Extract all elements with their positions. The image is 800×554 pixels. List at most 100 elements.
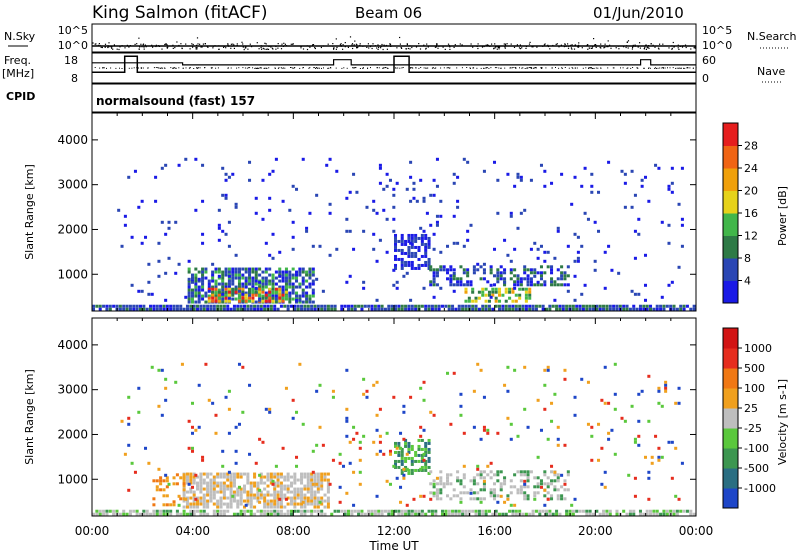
velocity-cell [160,368,164,372]
velocity-cell [555,512,559,516]
velocity-cell [496,500,500,504]
power-cell [509,211,513,215]
power-cell [492,247,497,251]
velocity-cell [214,413,218,417]
freq-point [263,67,265,69]
power-cell [234,267,238,271]
power-cell [348,229,352,233]
power-cell [489,295,493,299]
power-cell [142,304,146,308]
velocity-cell [459,482,463,486]
velocity-cell [556,437,560,441]
velocity-cell [249,496,253,500]
velocity-cell [159,488,163,492]
power-cell [303,307,307,311]
power-cell [378,238,382,242]
velocity-cell [313,472,317,476]
power-cell [427,266,431,270]
velocity-cell [370,509,374,513]
freq-point [157,67,159,68]
velocity-cell [232,512,236,516]
power-cell [432,178,436,182]
velocity-cell [419,434,423,438]
velocity-cell [613,392,617,396]
power-cell [580,184,584,188]
power-cell [680,244,684,248]
velocity-cell [95,509,99,513]
velocity-cell [420,453,424,457]
velocity-cell [227,407,231,411]
freq-point [678,67,680,69]
velocity-cell [372,383,376,387]
freq-point [561,67,563,69]
power-cell [487,299,491,303]
power-cell [603,286,607,290]
power-cell [655,304,659,308]
power-cell [227,244,231,248]
power-cell [645,304,649,308]
power-cell [630,205,634,209]
velocity-cell [417,468,421,472]
velocity-cell [523,407,527,411]
velocity-cell [296,502,300,506]
nsky-point [595,44,597,46]
velocity-cell [249,512,253,516]
nsky-point [519,44,521,46]
power-cell [499,265,503,269]
velocity-colorbar-tick-label: -25 [744,422,762,435]
power-cell [447,307,451,311]
power-cell [221,288,225,292]
velocity-cell [360,509,364,513]
power-cell [585,307,589,311]
power-cell [546,250,550,254]
power-cell [498,290,502,294]
power-cell [246,307,250,311]
velocity-cell [345,368,349,372]
velocity-cell [496,479,500,483]
power-cell [248,294,252,298]
velocity-cell [289,509,293,513]
velocity-cell [95,512,99,516]
power-cell [523,265,527,269]
power-cell [632,307,636,311]
nsky-point [504,46,506,48]
power-cell [258,298,262,302]
power-cell [444,304,448,308]
velocity-cell [190,449,195,453]
power-cell [128,304,132,308]
velocity-cell [613,362,617,366]
power-cell [217,288,221,292]
velocity-cell [513,503,517,507]
power-cell [357,304,361,308]
power-cell [271,282,275,286]
freq-point [215,67,217,69]
nsky-point [381,43,383,46]
x-tick-label: 20:00 [578,524,613,538]
freq-point [94,67,96,68]
velocity-cell [424,465,428,469]
power-cell [231,297,235,301]
velocity-cell [229,499,233,503]
power-cell [529,280,533,284]
nsky-point [425,48,427,50]
freq-point [175,67,177,69]
velocity-cell [207,398,211,402]
power-cell [227,299,231,303]
power-cell [214,279,218,283]
velocity-cell [295,464,299,468]
velocity-colorbar-swatch [723,468,738,489]
power-cell [496,277,500,281]
x-tick-label: 00:00 [75,524,110,538]
velocity-cell [182,505,186,509]
velocity-cell [429,497,433,501]
velocity-cell [640,389,644,393]
freq-point [643,67,645,69]
power-cell [108,304,112,308]
power-cell [566,244,570,248]
velocity-cell [385,431,389,435]
velocity-cell [350,512,354,516]
power-cell [295,276,299,280]
power-cell [295,291,299,295]
nsky-point [442,46,444,48]
power-cell [563,271,567,275]
